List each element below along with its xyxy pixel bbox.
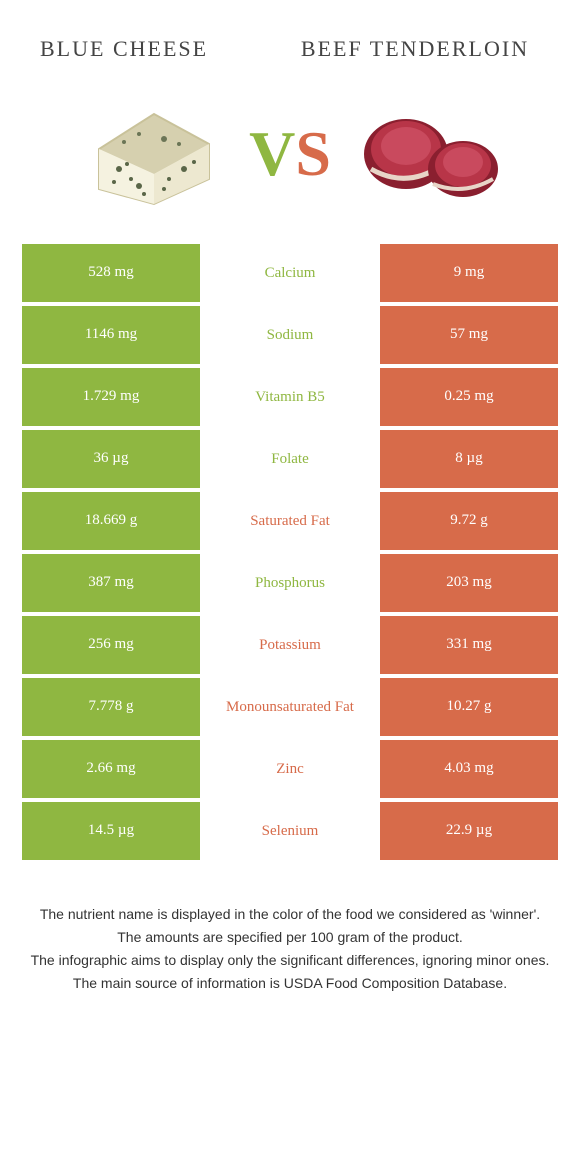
nutrient-label: Selenium xyxy=(200,802,380,860)
footer-line: The amounts are specified per 100 gram o… xyxy=(30,927,550,948)
table-row: 1.729 mgVitamin B50.25 mg xyxy=(22,368,558,426)
left-value: 256 mg xyxy=(22,616,200,674)
left-value: 1.729 mg xyxy=(22,368,200,426)
right-value: 9.72 g xyxy=(380,492,558,550)
nutrient-label: Saturated Fat xyxy=(200,492,380,550)
left-value: 36 µg xyxy=(22,430,200,488)
nutrient-label: Phosphorus xyxy=(200,554,380,612)
table-row: 14.5 µgSelenium22.9 µg xyxy=(22,802,558,860)
right-value: 4.03 mg xyxy=(380,740,558,798)
table-row: 528 mgCalcium9 mg xyxy=(22,244,558,302)
right-value: 8 µg xyxy=(380,430,558,488)
right-value: 10.27 g xyxy=(380,678,558,736)
table-row: 18.669 gSaturated Fat9.72 g xyxy=(22,492,558,550)
vs-label: VS xyxy=(249,117,331,191)
table-row: 1146 mgSodium57 mg xyxy=(22,306,558,364)
blue-cheese-image xyxy=(69,94,229,214)
table-row: 36 µgFolate8 µg xyxy=(22,430,558,488)
left-value: 14.5 µg xyxy=(22,802,200,860)
left-value: 387 mg xyxy=(22,554,200,612)
left-value: 2.66 mg xyxy=(22,740,200,798)
comparison-table: 528 mgCalcium9 mg1146 mgSodium57 mg1.729… xyxy=(22,244,558,860)
footer-notes: The nutrient name is displayed in the co… xyxy=(0,864,580,994)
footer-line: The main source of information is USDA F… xyxy=(30,973,550,994)
nutrient-label: Vitamin B5 xyxy=(200,368,380,426)
right-value: 0.25 mg xyxy=(380,368,558,426)
right-value: 203 mg xyxy=(380,554,558,612)
footer-line: The nutrient name is displayed in the co… xyxy=(30,904,550,925)
vs-row: VS xyxy=(0,84,580,244)
footer-line: The infographic aims to display only the… xyxy=(30,950,550,971)
nutrient-label: Sodium xyxy=(200,306,380,364)
beef-tenderloin-image xyxy=(351,94,511,214)
nutrient-label: Monounsaturated Fat xyxy=(200,678,380,736)
nutrient-label: Potassium xyxy=(200,616,380,674)
table-row: 2.66 mgZinc4.03 mg xyxy=(22,740,558,798)
left-value: 18.669 g xyxy=(22,492,200,550)
nutrient-label: Zinc xyxy=(200,740,380,798)
left-food-title: BLUE CHEESE xyxy=(40,35,290,64)
left-value: 528 mg xyxy=(22,244,200,302)
nutrient-label: Folate xyxy=(200,430,380,488)
right-value: 331 mg xyxy=(380,616,558,674)
table-row: 256 mgPotassium331 mg xyxy=(22,616,558,674)
table-row: 387 mgPhosphorus203 mg xyxy=(22,554,558,612)
right-value: 57 mg xyxy=(380,306,558,364)
right-value: 22.9 µg xyxy=(380,802,558,860)
nutrient-label: Calcium xyxy=(200,244,380,302)
right-value: 9 mg xyxy=(380,244,558,302)
left-value: 7.778 g xyxy=(22,678,200,736)
left-value: 1146 mg xyxy=(22,306,200,364)
header: BLUE CHEESE BEEF TENDERLOIN xyxy=(0,0,580,84)
right-food-title: BEEF TENDERLOIN xyxy=(290,35,540,64)
table-row: 7.778 gMonounsaturated Fat10.27 g xyxy=(22,678,558,736)
